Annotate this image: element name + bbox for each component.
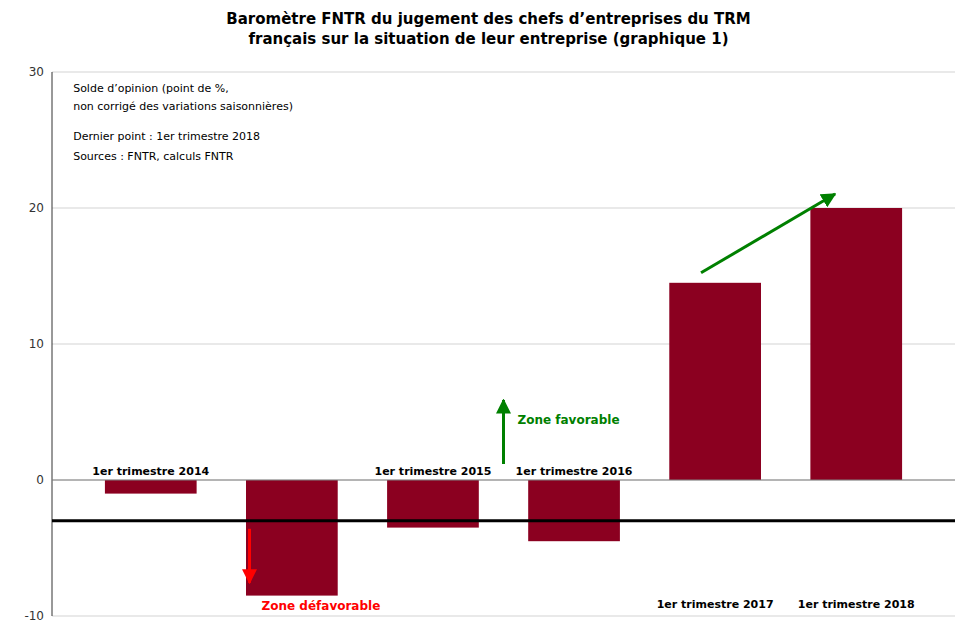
category-label: 1er trimestre 2015: [375, 465, 492, 478]
zero-baseline: [52, 480, 955, 481]
grid-line: [52, 72, 955, 73]
annotation: Sources : FNTR, calculs FNTR: [73, 150, 234, 163]
category-label: 1er trimestre 2014: [92, 465, 209, 478]
annotation: Solde d’opinion (point de %,non corrigé …: [73, 82, 293, 113]
zone-label: Zone défavorable: [262, 599, 381, 613]
category-label: 1er trimestre 2016: [516, 465, 633, 478]
bar: [105, 480, 197, 494]
grid-line: [52, 480, 955, 481]
chart-svg: -1001020301er trimestre 20141er trimestr…: [0, 0, 977, 638]
y-tick-label: 10: [29, 337, 44, 351]
y-tick-label: 30: [29, 65, 44, 79]
bar: [528, 480, 620, 541]
category-labels: 1er trimestre 2014 1er trimestre 2015 1er …: [92, 465, 914, 611]
title: Baromètre FNTR du jugement des chefs d’e…: [226, 10, 750, 48]
bar: [810, 208, 902, 480]
annotation: Dernier point : 1er trimestre 2018: [73, 130, 260, 143]
reference-line: [52, 519, 955, 522]
grid: [52, 72, 955, 616]
y-tick-label: 20: [29, 201, 44, 215]
bars: [105, 208, 902, 596]
grid-line: [52, 616, 955, 617]
bar: [669, 283, 761, 480]
category-label: 1er trimestre 2018: [798, 598, 915, 611]
zone-label: Zone favorable: [518, 413, 620, 427]
annotations: Solde d’opinion (point de %,non corrigé …: [73, 82, 293, 163]
chart-container: -1001020301er trimestre 20141er trimestr…: [0, 0, 977, 638]
y-axis-line: [52, 72, 53, 616]
y-tick-label: 0: [36, 473, 44, 487]
favorable-arrow: [502, 400, 505, 464]
category-label: 1er trimestre 2017: [657, 598, 774, 611]
bar: [246, 480, 338, 596]
y-axis: -10 0 10 20 30: [24, 65, 52, 623]
trend-arrow: [701, 194, 835, 273]
y-tick-label: -10: [24, 609, 44, 623]
unfavorable-arrow: [248, 529, 251, 583]
